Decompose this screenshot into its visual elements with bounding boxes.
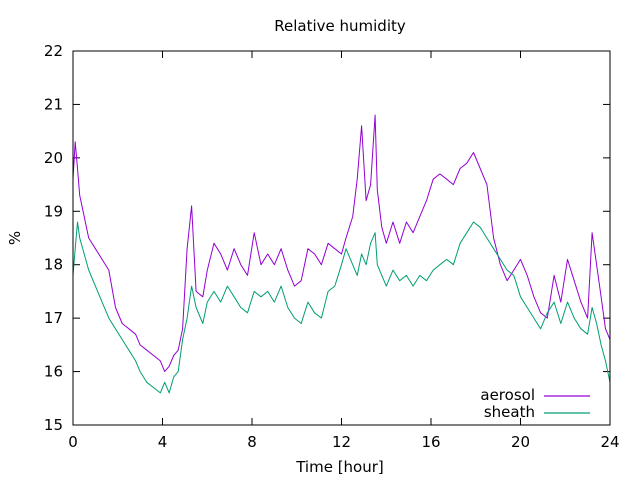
x-tick-label: 12 (332, 433, 351, 451)
legend: aerosol sheath (480, 386, 590, 421)
y-tick-label: 17 (44, 309, 63, 327)
x-tick-label: 24 (600, 433, 619, 451)
y-tick-label: 18 (44, 256, 63, 274)
y-tick-label: 20 (44, 149, 63, 167)
legend-label-sheath: sheath (484, 403, 535, 421)
series-layer (73, 114, 610, 394)
x-tick-label: 4 (158, 433, 168, 451)
y-tick-label: 19 (44, 202, 63, 220)
plot-frame (72, 50, 611, 426)
x-axis-label: Time [hour] (295, 458, 384, 476)
x-tick-label: 8 (247, 433, 257, 451)
y-tick-label: 21 (44, 95, 63, 113)
y-tick-label: 16 (44, 363, 63, 381)
chart-title: Relative humidity (274, 17, 406, 35)
y-tick-label: 22 (44, 42, 63, 60)
series-line-sheath (73, 221, 610, 394)
x-tick-label: 16 (421, 433, 440, 451)
series-line-aerosol (73, 114, 610, 373)
y-axis-label: % (6, 231, 24, 245)
x-tick-label: 20 (511, 433, 530, 451)
x-tick-label: 0 (68, 433, 78, 451)
legend-label-aerosol: aerosol (480, 386, 535, 404)
y-tick-label: 15 (44, 416, 63, 434)
